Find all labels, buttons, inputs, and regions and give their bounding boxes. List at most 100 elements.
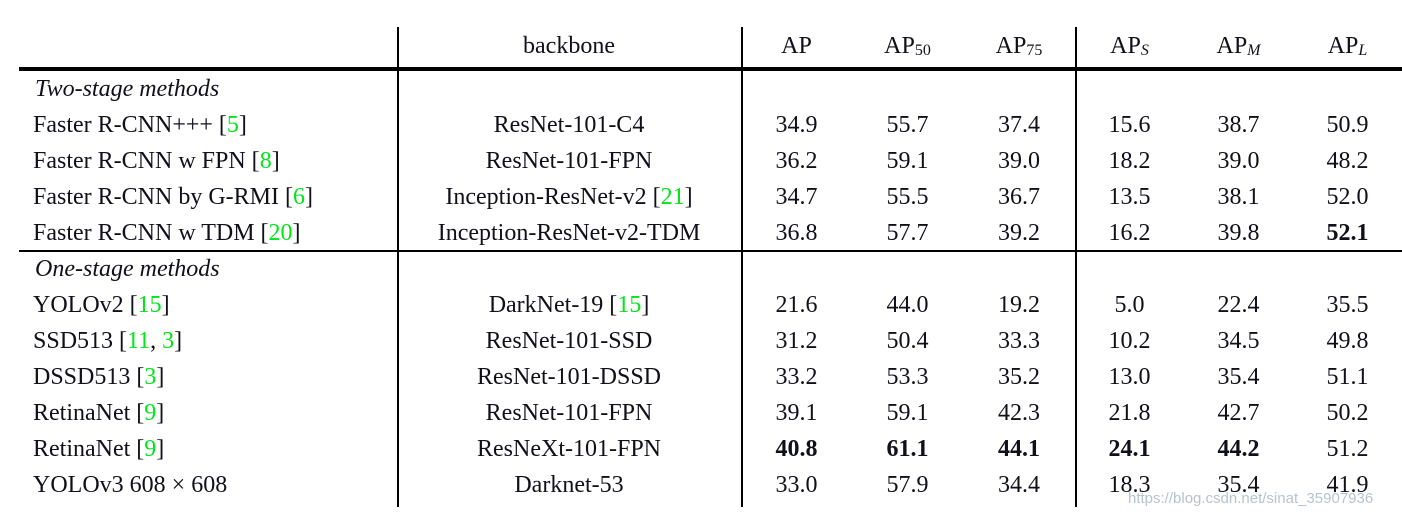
- method-cell: RetinaNet [9]: [16, 395, 397, 431]
- text-part: ResNet-101-C4: [493, 112, 645, 138]
- metric-base-label: AP: [781, 32, 812, 59]
- text-part: ,: [150, 328, 163, 354]
- text-part: Inception-ResNet-v2 [: [445, 184, 661, 210]
- metric-value-cell: 35.4: [1217, 364, 1260, 390]
- header-metric-cell: AP50: [852, 33, 963, 60]
- metric-value-cell: 24.1: [1108, 436, 1151, 462]
- header-metric-cell: AP75: [963, 33, 1075, 60]
- method-cell: DSSD513 [3]: [16, 359, 397, 395]
- header-metric-cell: APL: [1293, 33, 1402, 60]
- citation-ref[interactable]: 15: [137, 292, 162, 318]
- metric-value-cell: 51.1: [1326, 364, 1369, 390]
- backbone-cell: Inception-ResNet-v2 [21]: [397, 179, 741, 215]
- metric-value-cell: 44.0: [886, 292, 929, 318]
- header-rule: [19, 67, 1402, 71]
- metric-value-cell: 41.9: [1326, 472, 1369, 498]
- metric-value-cell: 13.0: [1108, 364, 1151, 390]
- metric-value-cell: 31.2: [775, 328, 818, 354]
- table-body: Two-stage methods Faster R-CNN+++ [5] ResN…: [16, 71, 1402, 503]
- citation-ref[interactable]: 6: [292, 184, 305, 210]
- metric-value-cell: 39.0: [1217, 148, 1260, 174]
- text-part: ]: [271, 148, 280, 174]
- backbone-cell: ResNet-101-FPN: [397, 143, 741, 179]
- column-rule-backbone-ap: [741, 27, 743, 507]
- citation-ref[interactable]: 9: [144, 400, 157, 426]
- metric-value-cell: 34.5: [1217, 328, 1260, 354]
- text-part: Faster R-CNN+++ [: [33, 112, 227, 138]
- backbone-cell: ResNet-101-C4: [397, 107, 741, 143]
- text-part: ]: [174, 328, 183, 354]
- metric-value-cell: 52.1: [1326, 220, 1369, 246]
- method-cell: RetinaNet [9]: [16, 431, 397, 467]
- metric-value-cell: 52.0: [1326, 184, 1369, 210]
- metric-subscript: M: [1247, 42, 1261, 60]
- citation-ref[interactable]: 21: [660, 184, 685, 210]
- citation-ref[interactable]: 20: [268, 220, 293, 246]
- metric-base-label: AP: [1327, 32, 1359, 59]
- metric-base-label: AP: [995, 32, 1027, 59]
- metric-value-cell: 51.2: [1326, 436, 1369, 462]
- metric-value-cell: 15.6: [1108, 112, 1151, 138]
- metric-value-cell: 21.6: [775, 292, 818, 318]
- metric-value-cell: 33.2: [775, 364, 818, 390]
- text-part: DSSD513 [: [33, 364, 145, 390]
- method-cell: Faster R-CNN+++ [5]: [16, 107, 397, 143]
- metric-value-cell: 13.5: [1108, 184, 1151, 210]
- metric-value-cell: 36.2: [775, 148, 818, 174]
- metric-value-cell: 44.1: [998, 436, 1040, 462]
- text-part: Faster R-CNN by G-RMI [: [33, 184, 293, 210]
- metric-value-cell: 10.2: [1108, 328, 1151, 354]
- metric-value-cell: 35.5: [1326, 292, 1369, 318]
- metric-value-cell: 33.3: [998, 328, 1040, 354]
- metric-value-cell: 5.0: [1114, 292, 1145, 318]
- metric-value-cell: 34.9: [775, 112, 818, 138]
- text-part: ]: [304, 184, 313, 210]
- text-part: Faster R-CNN w FPN [: [33, 148, 260, 174]
- citation-ref[interactable]: 3: [144, 364, 157, 390]
- text-part: ]: [156, 436, 165, 462]
- citation-ref[interactable]: 11: [127, 328, 151, 354]
- text-part: ResNet-101-FPN: [485, 400, 653, 426]
- metric-value-cell: 33.0: [775, 472, 818, 498]
- column-rule-ap75-aps: [1075, 27, 1077, 507]
- text-part: ResNet-101-DSSD: [477, 364, 661, 390]
- citation-ref[interactable]: 15: [617, 292, 642, 318]
- citation-ref[interactable]: 9: [144, 436, 157, 462]
- text-part: YOLOv2 [: [33, 292, 138, 318]
- citation-ref[interactable]: 3: [162, 328, 175, 354]
- column-rule-method-backbone: [397, 27, 399, 507]
- metric-value-cell: 37.4: [998, 112, 1040, 138]
- header-metric-cell: APM: [1184, 33, 1293, 60]
- citation-ref[interactable]: 5: [226, 112, 239, 138]
- metric-value-cell: 55.7: [886, 112, 929, 138]
- metric-subscript: L: [1358, 42, 1368, 60]
- metric-subscript: 50: [914, 42, 931, 60]
- metric-value-cell: 39.0: [998, 148, 1040, 174]
- header-metric-cell: APS: [1075, 33, 1184, 60]
- citation-ref[interactable]: 8: [259, 148, 272, 174]
- metric-value-cell: 18.3: [1108, 472, 1151, 498]
- method-cell: Faster R-CNN w FPN [8]: [16, 143, 397, 179]
- metric-value-cell: 48.2: [1326, 148, 1369, 174]
- header-metric-cell: AP: [741, 33, 852, 60]
- metric-value-cell: 34.7: [775, 184, 818, 210]
- text-part: ]: [161, 292, 170, 318]
- text-part: ]: [641, 292, 650, 318]
- metric-value-cell: 38.1: [1217, 184, 1260, 210]
- section-title: Two-stage methods: [35, 76, 220, 102]
- text-part: Faster R-CNN w TDM [: [33, 220, 269, 246]
- metric-value-cell: 50.2: [1326, 400, 1369, 426]
- watermark-url: https://blog.csdn.net/sinat_35907936: [1128, 490, 1374, 507]
- text-part: ]: [292, 220, 301, 246]
- method-cell: SSD513 [11, 3]: [16, 323, 397, 359]
- section-title: One-stage methods: [35, 256, 220, 282]
- text-part: Inception-ResNet-v2-TDM: [437, 220, 701, 246]
- text-part: SSD513 [: [33, 328, 128, 354]
- metric-value-cell: 35.2: [998, 364, 1040, 390]
- metric-value-cell: 59.1: [886, 400, 929, 426]
- method-cell: Faster R-CNN by G-RMI [6]: [16, 179, 397, 215]
- text-part: ]: [156, 364, 165, 390]
- metric-value-cell: 39.1: [775, 400, 818, 426]
- metric-value-cell: 21.8: [1108, 400, 1151, 426]
- text-part: RetinaNet [: [33, 400, 145, 426]
